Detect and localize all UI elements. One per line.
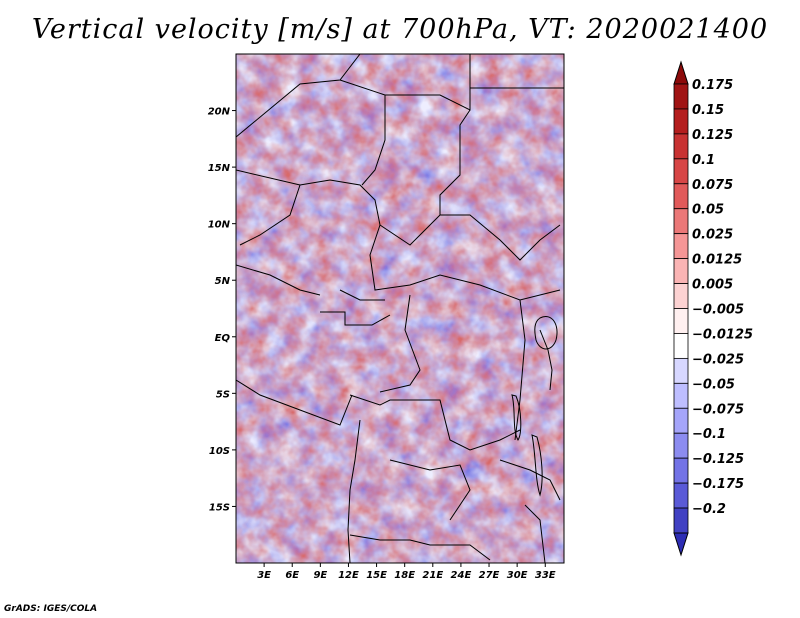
colorbar-label: −0.05 bbox=[692, 377, 735, 392]
velocity-field bbox=[236, 54, 564, 563]
colorbar-label: −0.0125 bbox=[692, 327, 753, 342]
lon-tick-label: 15E bbox=[366, 570, 387, 581]
colorbar-swatch bbox=[673, 507, 689, 534]
colorbar-swatch bbox=[673, 258, 689, 284]
colorbar-label: 0.075 bbox=[692, 178, 733, 193]
lon-tick-label: 21E bbox=[422, 570, 443, 581]
colorbar-label: −0.075 bbox=[692, 402, 744, 417]
colorbar-swatch bbox=[673, 407, 689, 434]
lon-tick-label: 18E bbox=[394, 570, 415, 581]
colorbar-label: −0.025 bbox=[692, 352, 744, 367]
colorbar-swatch bbox=[673, 208, 689, 235]
colorbar-swatch bbox=[673, 158, 689, 185]
colorbar-label: −0.125 bbox=[692, 452, 744, 467]
colorbar-top-arrow bbox=[673, 60, 689, 85]
longitude-axis: 3E 6E 9E 12E 15E 18E 21E 24E 27E 30E 33E bbox=[257, 563, 556, 581]
colorbar-swatch bbox=[673, 233, 689, 260]
lat-tick-label: EQ bbox=[215, 333, 231, 344]
colorbar-swatch bbox=[673, 432, 689, 459]
colorbar-swatch bbox=[673, 382, 689, 409]
lon-tick-label: 3E bbox=[257, 570, 271, 581]
lon-tick-label: 24E bbox=[451, 570, 472, 581]
lat-tick-label: 10N bbox=[208, 220, 231, 231]
lon-tick-label: 6E bbox=[285, 570, 299, 581]
colorbar-label: 0.1 bbox=[692, 153, 715, 168]
lakes bbox=[511, 316, 558, 497]
map-title: Vertical velocity [m/s] at 700hPa, VT: 2… bbox=[31, 14, 769, 45]
lat-tick-label: 15N bbox=[208, 163, 231, 174]
colorbar-swatch bbox=[673, 333, 689, 359]
colorbar-label: 0.025 bbox=[692, 228, 733, 243]
lat-tick-label: 5N bbox=[215, 276, 231, 287]
colorbar-label: 0.15 bbox=[692, 103, 724, 118]
colorbar-swatch bbox=[673, 108, 689, 135]
lon-tick-label: 12E bbox=[338, 570, 359, 581]
lat-tick-label: 5S bbox=[216, 389, 230, 400]
lat-tick-label: 20N bbox=[208, 107, 231, 118]
colorbar-swatch bbox=[673, 457, 689, 484]
lat-tick-label: 15S bbox=[209, 502, 230, 513]
lon-tick-label: 30E bbox=[507, 570, 528, 581]
colorbar-swatch bbox=[673, 482, 689, 509]
colorbar-swatch bbox=[673, 283, 689, 309]
lon-tick-label: 27E bbox=[479, 570, 500, 581]
colorbar-swatch bbox=[673, 133, 689, 160]
colorbar-swatch bbox=[673, 83, 689, 110]
colorbar-label: −0.005 bbox=[692, 303, 744, 318]
map-frame bbox=[235, 53, 565, 564]
colorbar-label: 0.125 bbox=[692, 128, 733, 143]
colorbar-swatch bbox=[673, 183, 689, 210]
lon-tick-label: 33E bbox=[535, 570, 556, 581]
colorbar-label: −0.2 bbox=[692, 502, 726, 517]
colorbar-swatch bbox=[673, 357, 689, 384]
colorbar-label: 0.0125 bbox=[692, 253, 742, 268]
lat-tick-label: 10S bbox=[209, 446, 230, 457]
colorbar-label: 0.05 bbox=[692, 203, 724, 218]
colorbar-label: 0.175 bbox=[692, 78, 733, 93]
colorbar-bottom-arrow bbox=[673, 532, 689, 557]
colorbar-label: −0.175 bbox=[692, 477, 744, 492]
colorbar: 0.175 0.15 0.125 0.1 0.075 0.05 0.025 0.0125 0.0… bbox=[673, 60, 753, 557]
colorbar-label: −0.1 bbox=[692, 427, 726, 442]
country-boundaries bbox=[236, 54, 564, 563]
colorbar-swatch bbox=[673, 308, 689, 334]
latitude-axis: 20N 15N 10N 5N EQ 5S 10S 15S bbox=[208, 107, 236, 513]
grads-credit: GrADS: IGES/COLA bbox=[4, 604, 98, 614]
lon-tick-label: 9E bbox=[313, 570, 327, 581]
colorbar-label: 0.005 bbox=[692, 278, 733, 293]
